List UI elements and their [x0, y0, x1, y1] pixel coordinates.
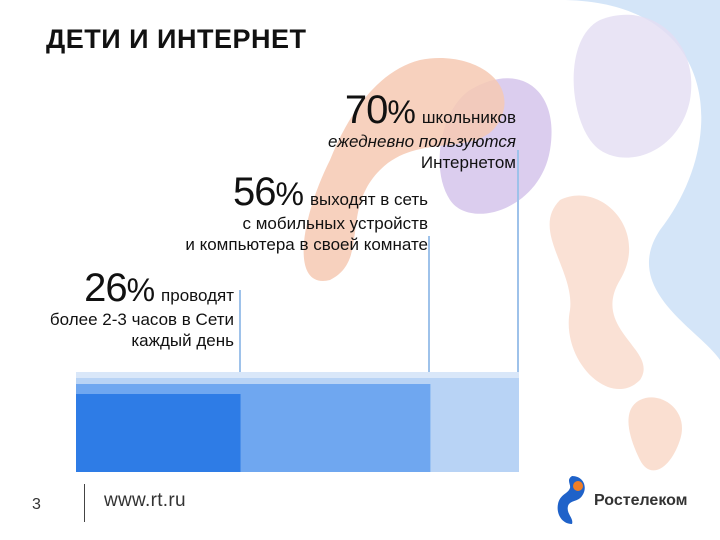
- deco-swoosh-lilac-2: [573, 14, 692, 158]
- stat-line: более 2-3 часов в Сети: [49, 310, 234, 329]
- deco-swoosh-peach-3: [628, 397, 682, 471]
- deco-swoosh-peach: [303, 58, 505, 281]
- page-title: ДЕТИ И ИНТЕРНЕТ: [46, 24, 307, 54]
- bar-top-strip: [76, 372, 519, 378]
- marker-line-26: [238, 290, 241, 372]
- stat-70: 70% школьников ежедневно пользуются Интер…: [328, 90, 516, 173]
- stat-lead: проводят: [161, 286, 234, 305]
- deco-swoosh-sky: [560, 0, 720, 360]
- stat-line: Интернетом: [420, 153, 516, 172]
- stat-number: 70: [344, 88, 388, 132]
- stat-number: 26: [84, 266, 127, 310]
- marker-line-70: [517, 150, 519, 372]
- percent-sign: %: [275, 176, 304, 212]
- marker-line-56: [428, 236, 431, 372]
- stat-number: 56: [232, 170, 276, 214]
- stat-26: 26% проводят более 2-3 часов в Сети кажды…: [50, 268, 234, 351]
- bar-26-percent: [76, 394, 241, 472]
- stat-line: с мобильных устройств: [242, 214, 428, 233]
- stat-lead: школьников: [421, 108, 516, 127]
- percent-sign: %: [126, 272, 156, 308]
- page-number: 3: [32, 496, 41, 513]
- stat-56: 56% выходят в сеть с мобильных устройств …: [185, 172, 428, 255]
- stat-line: ежедневно пользуются: [328, 132, 516, 151]
- logo-text: Ростелеком: [594, 492, 688, 509]
- deco-swoosh-peach-2: [549, 195, 644, 390]
- stat-line: и компьютера в своей комнате: [185, 235, 428, 254]
- stat-line: каждый день: [131, 331, 234, 350]
- stat-lead: выходят в сеть: [309, 190, 428, 209]
- footer-divider: [84, 484, 85, 522]
- footer-url: www.rt.ru: [104, 490, 186, 511]
- percent-sign: %: [387, 94, 416, 130]
- rostelecom-logo-icon: [557, 476, 585, 524]
